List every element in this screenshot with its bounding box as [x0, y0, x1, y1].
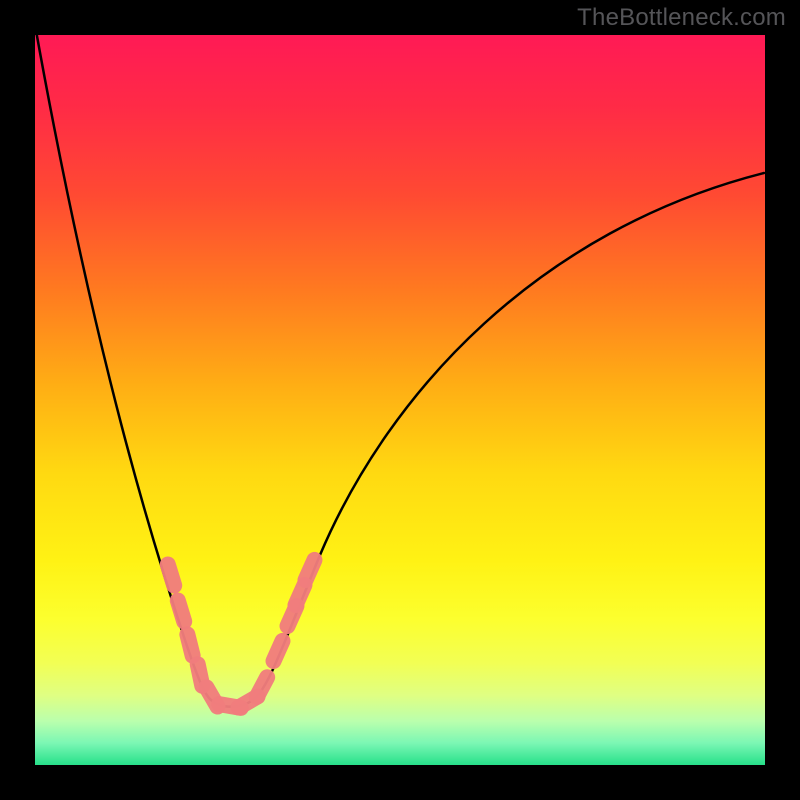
watermark-text: TheBottleneck.com [577, 4, 786, 32]
chart-root: TheBottleneck.com [0, 0, 800, 800]
gradient-plot-area [35, 35, 765, 765]
